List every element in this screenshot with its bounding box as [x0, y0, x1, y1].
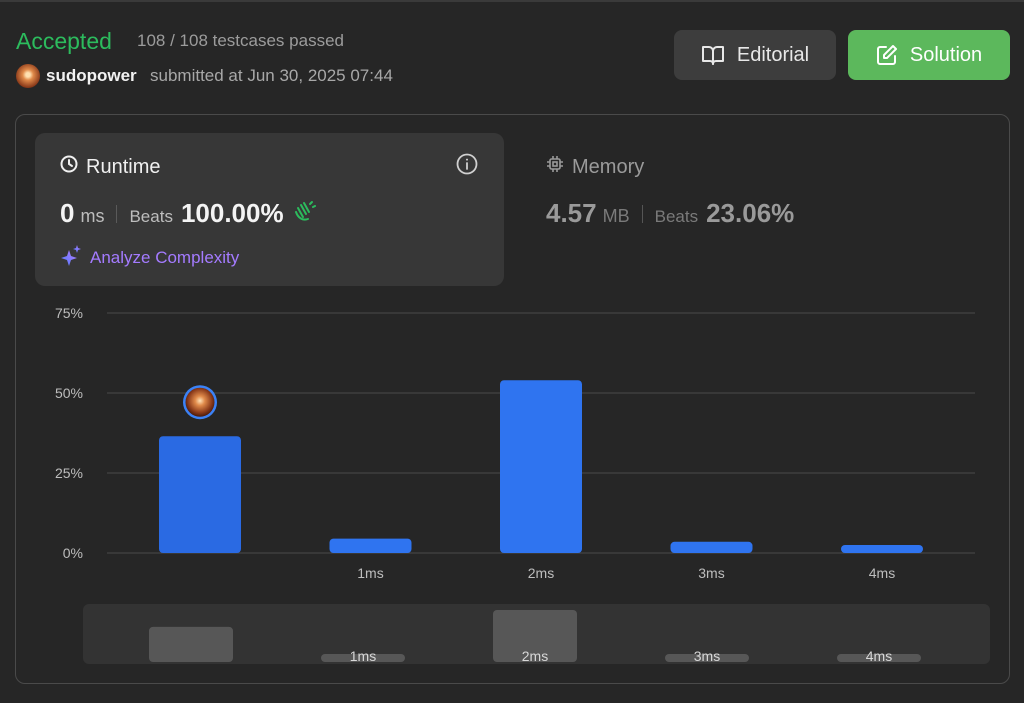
y-tick-label: 0% — [63, 545, 83, 561]
overview-tick-label: 4ms — [866, 648, 892, 664]
solution-button[interactable]: Solution — [848, 30, 1010, 80]
chart-bar[interactable] — [500, 380, 582, 553]
sparkle-icon — [60, 244, 82, 271]
chart-bar[interactable] — [670, 541, 753, 553]
memory-title-label: Memory — [572, 155, 645, 178]
testcases-passed: 108 / 108 testcases passed — [137, 31, 344, 50]
editorial-button[interactable]: Editorial — [674, 30, 836, 80]
runtime-beats-label: Beats — [129, 207, 173, 226]
runtime-title-label: Runtime — [86, 155, 161, 178]
overview-tick-label: 1ms — [350, 648, 376, 664]
overview-tick-label: 2ms — [522, 648, 548, 664]
clock-icon — [60, 155, 78, 179]
overview-bar — [493, 610, 577, 662]
overview-tick-label: 3ms — [694, 648, 720, 664]
analyze-label: Analyze Complexity — [90, 247, 240, 267]
y-tick-label: 25% — [55, 465, 83, 481]
edit-icon — [876, 44, 898, 66]
editorial-label: Editorial — [736, 43, 810, 66]
chart-bar[interactable] — [841, 545, 923, 553]
submission-status: Accepted — [16, 28, 112, 54]
avatar[interactable] — [16, 64, 40, 88]
runtime-beats-value: 100.00% — [180, 198, 284, 228]
analyze-complexity-link[interactable]: Analyze Complexity — [60, 244, 239, 271]
overview-bar — [665, 654, 749, 662]
x-tick-label: 1ms — [357, 565, 383, 581]
submitted-at: submitted at Jun 30, 2025 07:44 — [150, 66, 393, 85]
divider — [116, 204, 118, 223]
x-tick-label: 3ms — [698, 565, 724, 581]
overview-bar — [321, 654, 405, 662]
runtime-card[interactable] — [35, 133, 504, 286]
info-icon[interactable] — [456, 153, 478, 180]
overview-bar — [149, 626, 233, 662]
top-divider — [0, 0, 1024, 2]
clap-icon — [292, 200, 316, 227]
x-tick-label: 2ms — [528, 565, 554, 581]
overview-bar — [837, 654, 921, 662]
memory-value: 4.57 — [546, 198, 597, 228]
chart-bar[interactable] — [329, 538, 412, 553]
runtime-unit: ms — [80, 206, 105, 226]
memory-beats-value: 23.06% — [706, 198, 795, 228]
y-tick-label: 75% — [55, 305, 83, 321]
runtime-title: Runtime — [60, 155, 160, 179]
runtime-value-row: 0 ms Beats 100.00% — [60, 198, 316, 229]
chip-icon — [546, 155, 564, 179]
solution-label: Solution — [909, 43, 983, 66]
chart-bar[interactable] — [159, 436, 241, 553]
memory-beats-label: Beats — [654, 207, 699, 226]
memory-value-row: 4.57 MB Beats 23.06% — [546, 198, 794, 229]
runtime-value: 0 — [60, 198, 75, 228]
username[interactable]: sudopower — [46, 66, 137, 85]
book-icon — [701, 44, 725, 66]
user-marker-avatar[interactable] — [185, 387, 215, 417]
memory-unit: MB — [602, 206, 630, 226]
divider — [641, 204, 643, 223]
y-tick-label: 50% — [55, 385, 83, 401]
memory-tab[interactable]: Memory — [546, 155, 644, 179]
x-tick-label: 4ms — [869, 565, 895, 581]
stats-panel — [15, 114, 1010, 684]
